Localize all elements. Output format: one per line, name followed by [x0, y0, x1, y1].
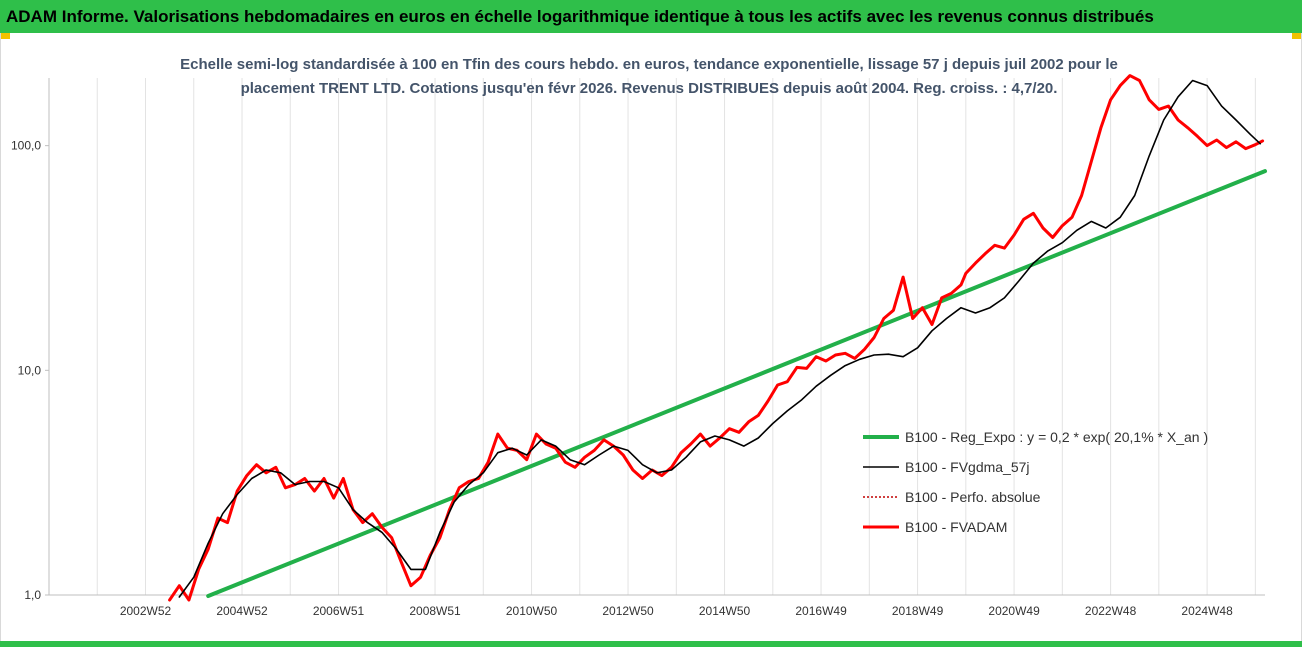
legend-label: B100 - Perfo. absolue [905, 489, 1041, 505]
x-tick-label: 2012W50 [602, 604, 654, 618]
x-tick-label: 2016W49 [795, 604, 847, 618]
legend-label: B100 - Reg_Expo : y = 0,2 * exp( 20,1% *… [905, 429, 1208, 445]
y-tick-label: 100,0 [11, 139, 41, 153]
series-fvgdma-line [178, 79, 1261, 598]
chart-subtitle-line1: Echelle semi-log standardisée à 100 en T… [180, 56, 1118, 73]
chart-subtitle-line2: placement TRENT LTD. Cotations jusqu'en … [241, 80, 1058, 97]
grid-layer [48, 78, 1256, 595]
x-tick-label: 2024W48 [1181, 604, 1233, 618]
banner-corner-right [1292, 33, 1302, 39]
x-tick-label: 2002W52 [120, 604, 172, 618]
x-tick-label: 2010W50 [506, 604, 558, 618]
axis-layer: 1,0 10,0 100,0 2002W52 2004W52 2006W51 2008W51… [11, 78, 1265, 618]
series-fvadam-line [168, 74, 1265, 602]
y-tick-label: 1,0 [24, 588, 41, 602]
banner-title: ADAM Informe. Valorisations hebdomadaire… [0, 0, 1302, 33]
x-tick-label: 2020W49 [988, 604, 1040, 618]
legend-label: B100 - FVADAM [905, 519, 1007, 535]
x-tick-label: 2014W50 [699, 604, 751, 618]
y-tick-label: 10,0 [18, 363, 42, 377]
chart-svg: 1,0 10,0 100,0 2002W52 2004W52 2006W51 2008W51… [11, 56, 1267, 618]
legend: B100 - Reg_Expo : y = 0,2 * exp( 20,1% *… [863, 429, 1208, 535]
series-regression-line [206, 169, 1267, 598]
bottom-strip [0, 641, 1302, 647]
banner-corner-left [0, 33, 10, 39]
x-tick-label: 2004W52 [216, 604, 268, 618]
x-tick-label: 2008W51 [409, 604, 461, 618]
chart-area: 1,0 10,0 100,0 2002W52 2004W52 2006W51 2008W51… [0, 33, 1302, 647]
x-tick-label: 2006W51 [313, 604, 365, 618]
x-tick-label: 2022W48 [1085, 604, 1137, 618]
x-tick-label: 2018W49 [892, 604, 944, 618]
legend-label: B100 - FVgdma_57j [905, 459, 1030, 475]
series-layer [168, 74, 1267, 602]
